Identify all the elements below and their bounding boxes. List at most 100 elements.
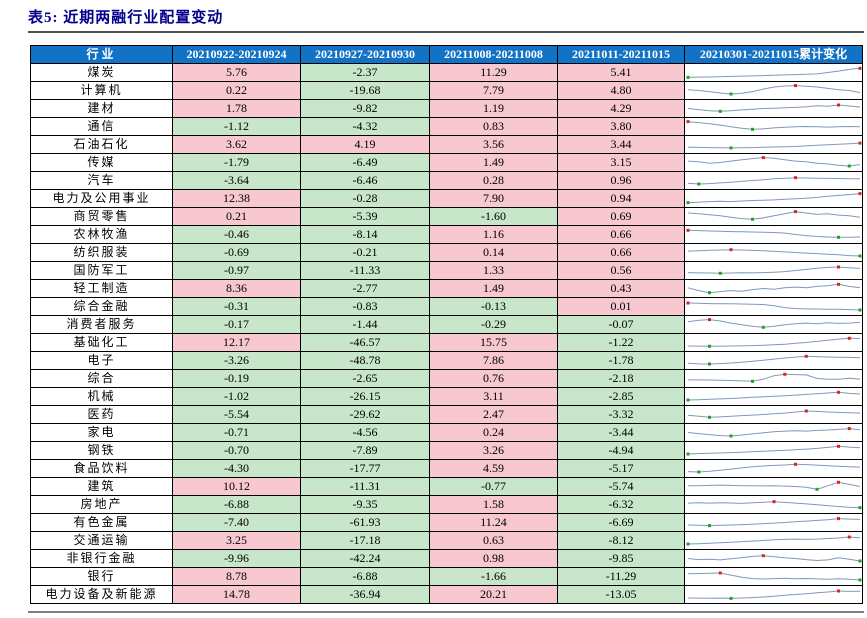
table-row: 有色金属 -7.40 -61.93 11.24 -6.69	[30, 513, 863, 532]
sparkline-chart	[687, 409, 860, 419]
value-cell: 3.15	[557, 153, 685, 172]
spark-max-marker	[793, 462, 797, 466]
spark-min-marker	[686, 75, 689, 79]
table-row: 交通运输 3.25 -17.18 0.63 -8.12	[30, 531, 863, 550]
sparkline-line	[687, 518, 860, 527]
value-cell: -19.68	[300, 81, 430, 100]
table-row: 石油石化 3.62 4.19 3.56 3.44	[30, 135, 863, 154]
spark-min-marker	[707, 524, 711, 528]
value-cell: 12.17	[172, 333, 301, 352]
spark-max-marker	[772, 500, 775, 504]
industry-cell: 轻工制造	[30, 279, 173, 298]
sparkline-cell	[684, 495, 863, 514]
industry-cell: 煤炭	[30, 63, 173, 82]
column-header: 20210927-20210930	[300, 45, 430, 64]
table-row: 钢铁 -0.70 -7.89 3.26 -4.94	[30, 441, 863, 460]
sparkline-line	[687, 481, 860, 490]
spark-min-marker	[847, 164, 851, 168]
sparkline-cell	[684, 387, 863, 406]
value-cell: -4.94	[557, 441, 685, 460]
value-cell: 4.19	[300, 135, 430, 154]
sparkline-cell	[684, 585, 863, 604]
value-cell: 0.76	[429, 369, 558, 388]
sparkline-cell	[684, 351, 863, 370]
sparkline-cell	[684, 441, 863, 460]
value-cell: 0.01	[557, 297, 685, 316]
sparkline-chart	[687, 156, 860, 168]
sparkline-cell	[684, 81, 863, 100]
value-cell: 3.11	[429, 387, 558, 406]
industry-cell: 非银行金融	[30, 549, 173, 568]
sparkline-chart	[687, 141, 861, 150]
table-row: 汽车 -3.64 -6.46 0.28 0.96	[30, 171, 863, 190]
sparkline-chart	[686, 444, 860, 456]
table-row: 通信 -1.12 -4.32 0.83 3.80	[30, 117, 863, 136]
sparkline-cell	[684, 153, 863, 172]
value-cell: -61.93	[300, 513, 430, 532]
value-cell: -6.49	[300, 153, 430, 172]
sparkline-line	[687, 536, 860, 545]
value-cell: -4.56	[300, 423, 430, 442]
value-cell: -42.24	[300, 549, 430, 568]
value-cell: 0.98	[429, 549, 558, 568]
spark-min-marker	[858, 506, 861, 510]
spark-min-marker	[696, 182, 700, 186]
value-cell: -1.12	[172, 117, 301, 136]
sparkline-line	[687, 319, 860, 328]
sparkline-chart	[687, 554, 861, 563]
value-cell: -8.12	[557, 531, 685, 550]
sparkline-chart	[687, 517, 860, 528]
spark-max-marker	[686, 120, 689, 124]
value-cell: 1.49	[429, 153, 558, 172]
industry-cell: 电子	[30, 351, 173, 370]
value-cell: -0.17	[172, 315, 301, 334]
table-row: 建筑 10.12 -11.31 -0.77 -5.74	[30, 477, 863, 496]
sparkline-line	[687, 266, 860, 274]
spark-max-marker	[847, 336, 851, 340]
sparkline-cell	[684, 315, 863, 334]
sparkline-line	[687, 104, 860, 112]
spark-min-marker	[696, 470, 700, 474]
sparkline-cell	[684, 369, 863, 388]
industry-cell: 机械	[30, 387, 173, 406]
sparkline-chart	[686, 390, 860, 402]
value-cell: -9.96	[172, 549, 301, 568]
sparkline-cell	[684, 333, 863, 352]
sparkline-cell	[684, 99, 863, 118]
sparkline-line	[687, 283, 860, 294]
sparkline-chart	[687, 103, 860, 113]
sparkline-chart	[687, 427, 860, 438]
spark-max-marker	[782, 372, 786, 376]
industry-cell: 传媒	[30, 153, 173, 172]
value-cell: 15.75	[429, 333, 558, 352]
value-cell: -1.22	[557, 333, 685, 352]
industry-cell: 医药	[30, 405, 173, 424]
spark-max-marker	[836, 265, 840, 269]
value-cell: 5.76	[172, 63, 301, 82]
table-row: 医药 -5.54 -29.62 2.47 -3.32	[30, 405, 863, 424]
sparkline-line	[687, 249, 860, 257]
value-cell: 1.49	[429, 279, 558, 298]
sparkline-chart	[686, 192, 861, 205]
industry-cell: 电力设备及新能源	[30, 585, 173, 604]
value-cell: 0.94	[557, 189, 685, 208]
sparkline-chart	[687, 210, 860, 221]
value-cell: -4.32	[300, 117, 430, 136]
table-row: 家电 -0.71 -4.56 0.24 -3.44	[30, 423, 863, 442]
sparkline-cell	[684, 171, 863, 190]
sparkline-cell	[684, 243, 863, 262]
sparkline-line	[687, 121, 860, 130]
value-cell: -3.64	[172, 171, 301, 190]
sparkline-line	[687, 337, 860, 347]
table-row: 轻工制造 8.36 -2.77 1.49 0.43	[30, 279, 863, 298]
spark-min-marker	[858, 254, 861, 258]
value-cell: 0.56	[557, 261, 685, 280]
sparkline-cell	[684, 207, 863, 226]
column-header: 20210922-20210924	[172, 45, 301, 64]
spark-max-marker	[858, 141, 861, 145]
sparkline-cell	[684, 135, 863, 154]
value-cell: -0.07	[557, 315, 685, 334]
value-cell: -11.29	[557, 567, 685, 586]
industry-cell: 农林牧渔	[30, 225, 173, 244]
sparkline-line	[687, 572, 860, 581]
